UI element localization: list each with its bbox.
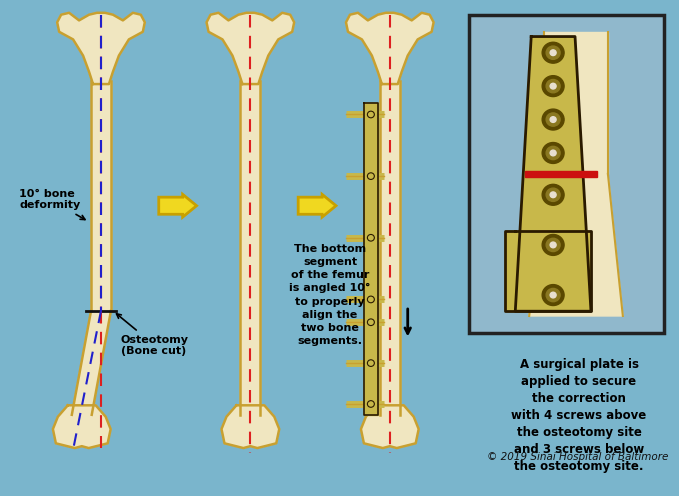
Circle shape: [550, 192, 556, 197]
Circle shape: [550, 150, 556, 156]
Text: A surgical plate is
applied to secure
the correction
with 4 screws above
the ost: A surgical plate is applied to secure th…: [511, 358, 646, 473]
Circle shape: [542, 142, 564, 163]
Circle shape: [550, 50, 556, 56]
Circle shape: [367, 111, 374, 118]
Polygon shape: [240, 81, 260, 415]
Circle shape: [542, 42, 564, 63]
Polygon shape: [544, 32, 608, 174]
Text: Osteotomy
(Bone cut): Osteotomy (Bone cut): [117, 314, 189, 356]
Circle shape: [542, 109, 564, 130]
Circle shape: [550, 292, 556, 298]
Polygon shape: [53, 405, 111, 448]
Circle shape: [367, 235, 374, 241]
Polygon shape: [380, 81, 400, 415]
Circle shape: [546, 288, 560, 302]
Circle shape: [546, 146, 560, 160]
Circle shape: [542, 185, 564, 205]
Circle shape: [367, 360, 374, 367]
FancyArrow shape: [298, 194, 336, 217]
Circle shape: [546, 238, 560, 251]
Text: The bottom
segment
of the femur
is angled 10°
to properly
align the
two bone
seg: The bottom segment of the femur is angle…: [289, 244, 371, 346]
FancyArrow shape: [159, 194, 197, 217]
Circle shape: [550, 242, 556, 248]
Text: © 2019 Sinai Hospital of Baltimore: © 2019 Sinai Hospital of Baltimore: [488, 452, 669, 462]
Polygon shape: [221, 405, 279, 448]
Circle shape: [546, 188, 560, 201]
Circle shape: [550, 83, 556, 89]
Polygon shape: [364, 103, 378, 415]
Circle shape: [367, 173, 374, 180]
Bar: [469, 15, 663, 333]
Polygon shape: [526, 171, 597, 177]
Circle shape: [550, 117, 556, 123]
Polygon shape: [206, 13, 294, 84]
Polygon shape: [505, 231, 591, 311]
Polygon shape: [346, 13, 434, 84]
Circle shape: [542, 235, 564, 255]
Polygon shape: [72, 311, 111, 415]
Circle shape: [542, 285, 564, 306]
Circle shape: [546, 79, 560, 93]
Text: 10° bone
deformity: 10° bone deformity: [19, 188, 85, 220]
Polygon shape: [529, 174, 623, 316]
Polygon shape: [515, 37, 591, 311]
Circle shape: [546, 113, 560, 126]
Circle shape: [546, 46, 560, 60]
Polygon shape: [361, 405, 419, 448]
Circle shape: [367, 296, 374, 303]
Circle shape: [367, 401, 374, 407]
Polygon shape: [57, 13, 145, 84]
Polygon shape: [91, 81, 111, 311]
Circle shape: [367, 319, 374, 325]
Circle shape: [542, 76, 564, 97]
